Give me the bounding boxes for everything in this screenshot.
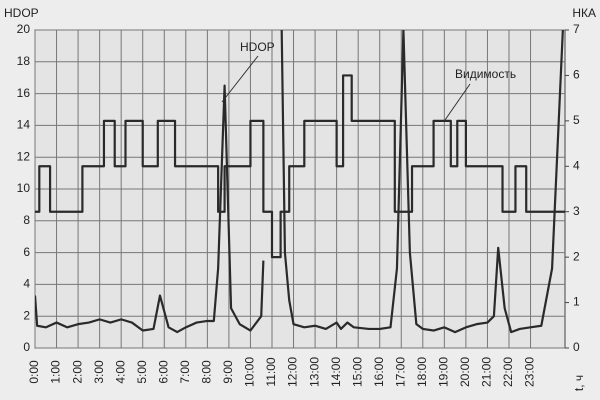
y-tick-label: 18 [17,54,31,68]
x-tick-label: 3:00 [92,360,106,384]
x-tick-label: 0:00 [27,360,41,384]
x-tick-label: 14:00 [329,357,343,387]
y-axis-title: HDOP [4,6,39,20]
y-tick-label: 10 [17,181,31,195]
series-annotation: Видимость [455,67,516,81]
series-line [35,74,565,259]
x-tick-label: 18:00 [415,357,429,387]
x-tick-label: 21:00 [480,357,494,387]
y2-tick-label: 6 [573,68,580,82]
x-tick-label: 2:00 [70,360,84,384]
x-tick-label: 19:00 [437,357,451,387]
y2-tick-label: 1 [573,295,580,309]
y2-axis-title: НКА [572,6,596,20]
y2-tick-label: 2 [573,249,580,263]
series-line [35,30,564,334]
series-annotation: HDOP [240,40,275,54]
y-tick-label: 4 [23,277,30,291]
x-tick-label: 4:00 [113,360,127,384]
x-tick-label: 1:00 [49,360,63,384]
y-tick-label: 0 [23,340,30,354]
x-tick-label: 9:00 [221,360,235,384]
y-tick-label: 12 [17,149,31,163]
x-tick-label: 22:00 [501,357,515,387]
y-tick-label: 14 [17,118,31,132]
y-tick-label: 16 [17,86,31,100]
y-tick-label: 2 [23,308,30,322]
x-axis-title: t, ч [572,375,586,391]
y2-tick-label: 5 [573,113,580,127]
x-tick-label: 12:00 [286,357,300,387]
x-tick-label: 15:00 [350,357,364,387]
y-tick-label: 8 [23,213,30,227]
x-tick-label: 10:00 [243,357,257,387]
y-tick-label: 20 [17,22,31,36]
x-tick-label: 6:00 [156,360,170,384]
x-tick-label: 7:00 [178,360,192,384]
x-tick-label: 17:00 [393,357,407,387]
annotation-leader [444,83,471,121]
y2-tick-label: 3 [573,204,580,218]
x-tick-label: 11:00 [264,357,278,386]
x-tick-label: 5:00 [135,360,149,384]
x-tick-label: 13:00 [307,357,321,387]
annotation-leader [221,55,259,103]
x-tick-label: 23:00 [523,357,537,387]
x-tick-label: 20:00 [458,357,472,387]
y2-tick-label: 7 [573,22,580,36]
x-tick-label: 8:00 [200,360,214,384]
x-tick-label: 16:00 [372,357,386,387]
y2-tick-label: 4 [573,158,580,172]
y-tick-label: 6 [23,245,30,259]
y2-tick-label: 0 [573,340,580,354]
